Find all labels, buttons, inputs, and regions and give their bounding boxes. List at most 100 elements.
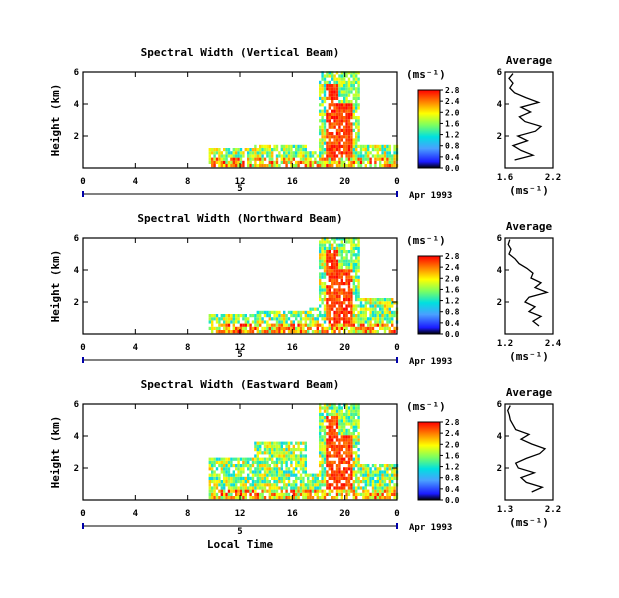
heatmap-cell	[343, 320, 346, 324]
heatmap-cell	[244, 317, 247, 321]
heatmap-cell	[261, 451, 264, 455]
heatmap-cell	[261, 457, 264, 461]
heatmap-cell	[364, 330, 367, 334]
x-tick-label: 8	[185, 343, 190, 353]
heatmap-cell	[357, 298, 360, 302]
heatmap-cell	[338, 138, 341, 142]
heatmap-cell	[278, 314, 281, 318]
heatmap-cell	[335, 473, 339, 477]
heatmap-cell	[355, 435, 358, 439]
heatmap-cell	[338, 294, 341, 298]
heatmap-cell	[321, 164, 324, 168]
heatmap-cell	[249, 164, 252, 168]
heatmap-cell	[357, 291, 360, 295]
heatmap-cell	[359, 486, 363, 490]
heatmap-cell	[326, 80, 329, 84]
heatmap-cell	[350, 489, 353, 493]
heatmap-cell	[323, 310, 327, 314]
heatmap-cell	[357, 154, 360, 158]
heatmap-cell	[275, 144, 279, 148]
heatmap-cell	[211, 473, 214, 477]
heatmap-cell	[331, 419, 334, 423]
heatmap-cell	[323, 272, 327, 276]
heatmap-cell	[319, 470, 322, 474]
heatmap-cell	[263, 464, 267, 468]
heatmap-cell	[268, 164, 271, 168]
heatmap-cell	[263, 441, 267, 445]
heatmap-cell	[352, 138, 355, 142]
heatmap-cell	[345, 256, 348, 260]
heatmap-cell	[247, 330, 250, 334]
heatmap-cell	[323, 460, 327, 464]
heatmap-cell	[295, 144, 298, 148]
heatmap-cell	[249, 157, 252, 161]
heatmap-cell	[333, 141, 336, 145]
heatmap-cell	[239, 489, 243, 493]
heatmap-cell	[357, 320, 360, 324]
heatmap-cell	[244, 464, 247, 468]
heatmap-cell	[350, 164, 353, 168]
heatmap-cell	[352, 307, 355, 311]
heatmap-cell	[350, 256, 353, 260]
heatmap-cell	[343, 314, 346, 318]
heatmap-cell	[335, 259, 339, 263]
heatmap-cell	[285, 489, 288, 493]
heatmap-cell	[326, 71, 329, 75]
heatmap-cell	[379, 307, 382, 311]
heatmap-cell	[343, 269, 346, 273]
heatmap-cell	[345, 454, 348, 458]
heatmap-cell	[323, 457, 327, 461]
heatmap-cell	[343, 250, 346, 254]
heatmap-cell	[362, 160, 365, 164]
heatmap-cell	[299, 326, 303, 330]
heatmap-cell	[263, 164, 267, 168]
heatmap-cell	[374, 467, 377, 471]
heatmap-cell	[227, 460, 231, 464]
heatmap-cell	[393, 470, 396, 474]
heatmap-cell	[357, 314, 360, 318]
heatmap-cell	[355, 314, 358, 318]
heatmap-cell	[333, 90, 336, 94]
average-frame	[504, 237, 554, 335]
heatmap-cell	[295, 330, 298, 334]
heatmap-cell	[328, 294, 331, 298]
heatmap-cell	[381, 304, 384, 308]
heatmap-cell	[208, 160, 211, 164]
heatmap-cell	[314, 480, 317, 484]
heatmap-cell	[244, 492, 247, 496]
heatmap-cell	[328, 422, 331, 426]
heatmap-cell	[237, 164, 240, 168]
heatmap-cell	[232, 326, 235, 330]
heatmap-cell	[347, 489, 351, 493]
heatmap-cell	[220, 164, 223, 168]
heatmap-cell	[283, 451, 286, 455]
heatmap-cell	[355, 237, 358, 241]
heatmap-cell	[232, 483, 235, 487]
heatmap-cell	[388, 492, 391, 496]
heatmap-cell	[273, 470, 276, 474]
heatmap-cell	[338, 148, 341, 152]
heatmap-cell	[323, 416, 327, 420]
heatmap-cell	[333, 282, 336, 286]
heatmap-cell	[350, 416, 353, 420]
heatmap-cell	[307, 496, 310, 500]
heatmap-cell	[215, 157, 219, 161]
heatmap-cell	[326, 310, 329, 314]
heatmap-cell	[275, 157, 279, 161]
heatmap-cell	[338, 448, 341, 452]
heatmap-cell	[357, 483, 360, 487]
chart-title: Spectral Width (Northward Beam)	[137, 212, 342, 225]
heatmap-cell	[239, 492, 243, 496]
heatmap-cell	[302, 460, 305, 464]
heatmap-cell	[335, 103, 339, 107]
heatmap-cell	[242, 470, 245, 474]
heatmap-cell	[355, 441, 358, 445]
heatmap-cell	[244, 314, 247, 318]
heatmap-cell	[331, 444, 334, 448]
heatmap-cell	[362, 154, 365, 158]
heatmap-cell	[367, 467, 370, 471]
heatmap-cell	[352, 467, 355, 471]
heatmap-cell	[256, 496, 259, 500]
heatmap-cell	[227, 476, 231, 480]
heatmap-cell	[359, 310, 363, 314]
